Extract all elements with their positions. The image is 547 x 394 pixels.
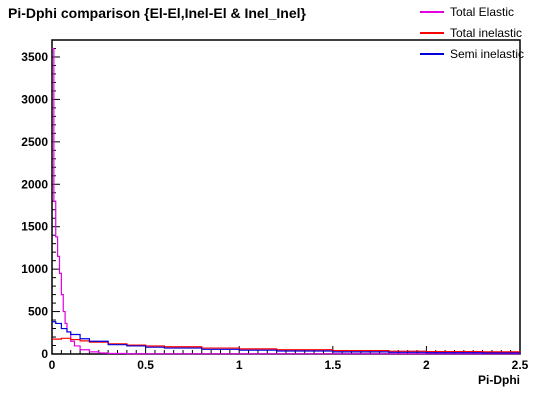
legend-label: Total Elastic [450,5,514,19]
x-axis-label: Pi-Dphi [478,373,520,387]
y-tick-label: 2500 [21,135,48,149]
y-tick-label: 500 [28,305,48,319]
legend-entry: Total Elastic [420,5,514,19]
y-ticks: 0 500 1000 1500 2000 2500 3000 3500 [21,39,60,361]
series-line-1 [52,47,520,355]
legend-label: Semi inelastic [450,47,524,61]
y-tick-label: 3500 [21,50,48,64]
y-tick-label: 2000 [21,177,48,191]
y-tick-label: 0 [41,347,48,361]
legend: Total Elastic Total inelastic Semi inelast… [420,5,524,61]
x-tick-label: 1 [236,358,243,372]
legend-label: Total inelastic [450,26,522,40]
plot-frame [51,39,521,355]
legend-entry: Semi inelastic [420,47,524,61]
y-tick-label: 1000 [21,262,48,276]
x-tick-label: 2.5 [512,358,529,372]
x-tick-label: 1.5 [324,358,341,372]
chart-title: Pi-Dphi comparison {El-El,Inel-El & Inel… [8,5,306,21]
legend-entry: Total inelastic [420,26,522,40]
series-layer [52,47,521,355]
x-tick-label: 0.5 [137,358,154,372]
x-tick-label: 0 [49,358,56,372]
y-tick-label: 1500 [21,220,48,234]
x-tick-label: 2 [423,358,430,372]
y-tick-label: 3000 [21,92,48,106]
series-line-3 [52,321,521,354]
